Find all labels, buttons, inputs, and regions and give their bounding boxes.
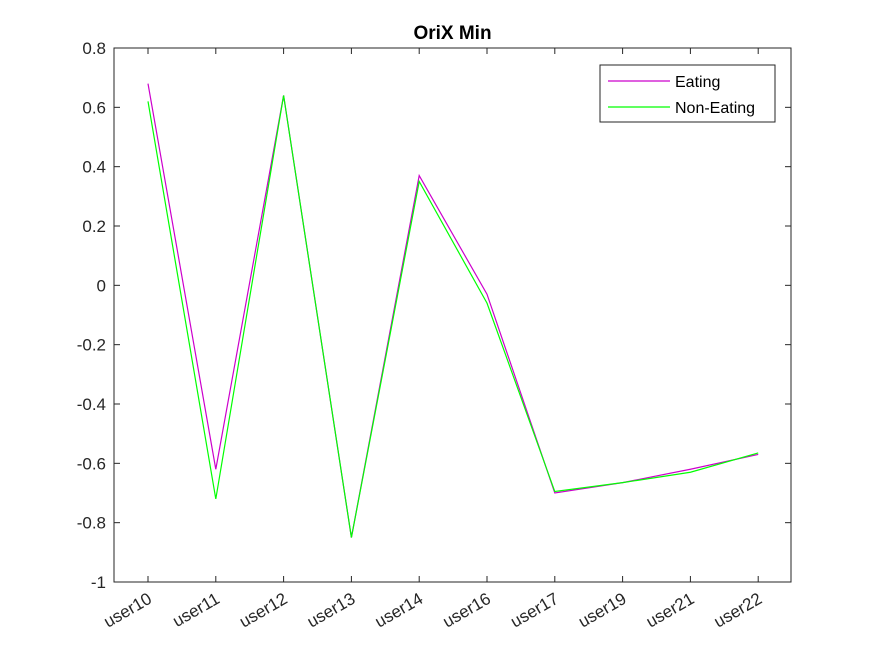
y-tick-label: 0.8: [82, 39, 106, 58]
y-tick-label: -0.8: [77, 514, 106, 533]
y-tick-label: 0: [97, 276, 106, 295]
chart-title: OriX Min: [413, 23, 491, 44]
legend-label-2: Non-Eating: [675, 100, 755, 117]
legend: Eating Non-Eating: [599, 64, 776, 123]
y-tick-label: -1: [91, 573, 106, 592]
series-line-2: [147, 95, 759, 538]
y-tick-label: 0.2: [82, 217, 106, 236]
legend-box: [599, 64, 776, 123]
plot-area: [114, 48, 791, 582]
axes-box: [113, 47, 792, 583]
y-tick-label: -0.6: [77, 454, 106, 473]
y-tick-label: 0.4: [82, 158, 106, 177]
series-layer: [147, 83, 759, 538]
y-tick-label: 0.6: [82, 98, 106, 117]
y-tick-label: -0.2: [77, 336, 106, 355]
series-line-1: [147, 83, 759, 538]
y-tick-label: -0.4: [77, 395, 106, 414]
legend-label-1: Eating: [675, 74, 720, 91]
